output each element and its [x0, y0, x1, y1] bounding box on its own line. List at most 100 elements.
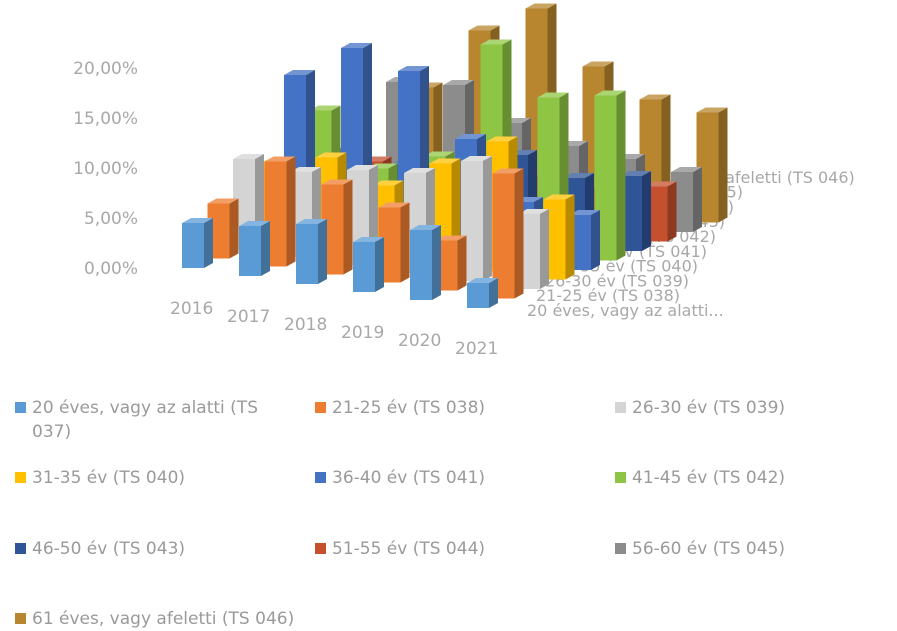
legend-swatch-ts041 — [315, 472, 326, 483]
y-tick-label: 5,00% — [84, 209, 138, 229]
bar-top-face — [639, 94, 671, 100]
bar-top-face — [398, 66, 429, 71]
bar-top-face — [525, 3, 557, 9]
bar-front-face — [353, 242, 375, 292]
bar-side-face — [565, 194, 575, 280]
chart-plot: 0,00% 5,00% 10,00% 15,00% 20,00% 2016 2017 2018… — [73, 3, 855, 359]
legend-label-ts046: 61 éves, vagy afeletti (TS 046) — [32, 609, 295, 629]
bar-top-face — [461, 156, 492, 161]
bar-side-face — [229, 198, 239, 259]
bar-side-face — [693, 167, 702, 232]
legend-swatch-ts043 — [15, 543, 26, 554]
legend-item-ts037: 20 éves, vagy az alatti (TS 037) — [15, 396, 285, 444]
legend-label-ts043: 46-50 év (TS 043) — [32, 539, 186, 559]
x-tick-label: 2019 — [341, 323, 384, 343]
bar-side-face — [457, 235, 467, 291]
bar-top-face — [321, 179, 353, 185]
bar-top-face — [435, 235, 467, 241]
bar-side-face — [489, 278, 498, 308]
legend-item-ts045: 56-60 év (TS 045) — [615, 537, 885, 561]
bar-top-face — [671, 167, 702, 172]
x-tick-label: 2021 — [455, 339, 498, 359]
bar-top-face — [569, 210, 600, 215]
bar-top-face — [563, 173, 594, 178]
legend-swatch-ts042 — [615, 472, 626, 483]
bar-top-face — [468, 25, 500, 31]
bar-top-face — [492, 168, 524, 174]
legend-swatch-ts046 — [15, 613, 26, 624]
bar-side-face — [432, 225, 441, 300]
legend-swatch-ts045 — [615, 543, 626, 554]
bar-side-face — [642, 171, 651, 251]
bar-top-face — [455, 134, 486, 139]
x-tick-label: 2016 — [170, 299, 213, 319]
bar — [182, 218, 213, 268]
bar-side-face — [204, 218, 213, 268]
bar — [296, 219, 327, 284]
bar-front-face — [410, 230, 432, 300]
bar-front-face — [492, 173, 515, 299]
bar-front-face — [182, 223, 204, 268]
bar-top-face — [518, 209, 549, 214]
bar-top-face — [486, 136, 518, 142]
bar — [239, 221, 270, 276]
x-tick-label: 2017 — [227, 307, 270, 327]
bar — [410, 225, 441, 300]
y-tick-label: 10,00% — [73, 159, 138, 179]
bar-top-face — [537, 92, 569, 98]
legend-item-ts044: 51-55 év (TS 044) — [315, 537, 575, 561]
bar-top-face — [239, 221, 270, 226]
bar-top-face — [284, 70, 315, 75]
bar-top-face — [543, 194, 575, 200]
bar-front-face — [239, 226, 261, 276]
bar-side-face — [261, 221, 270, 276]
bar-front-face — [296, 224, 318, 284]
depth-axis-label: 26-30 év (TS 039) — [545, 271, 689, 290]
bar-top-face — [296, 219, 327, 224]
bar-top-face — [620, 171, 651, 176]
bar-top-face — [372, 180, 404, 186]
legend-item-ts046: 61 éves, vagy afeletti (TS 046) — [15, 607, 335, 631]
legend-label-ts044: 51-55 év (TS 044) — [332, 539, 486, 559]
bar-side-face — [375, 237, 384, 292]
y-tick-label: 20,00% — [73, 59, 138, 79]
depth-axis-label: 20 éves, vagy az alatti... — [527, 301, 724, 320]
legend-swatch-ts040 — [15, 472, 26, 483]
bar-top-face — [404, 168, 435, 173]
bar-top-face — [353, 237, 384, 242]
bar-side-face — [318, 219, 327, 284]
legend-swatch-ts038 — [315, 402, 326, 413]
legend-label-ts040: 31-35 év (TS 040) — [32, 468, 186, 488]
y-tick-label: 15,00% — [73, 109, 138, 129]
bar-top-face — [264, 156, 296, 162]
bar-side-face — [514, 168, 524, 299]
bar-top-face — [443, 80, 474, 85]
bar-side-face — [667, 181, 677, 242]
bar-top-face — [309, 105, 341, 111]
bar — [353, 237, 384, 292]
bar-front-face — [467, 283, 489, 308]
bar-top-face — [233, 154, 264, 159]
bar-top-face — [207, 198, 239, 204]
bar — [492, 168, 524, 299]
bar-side-face — [718, 107, 728, 223]
bar — [467, 278, 498, 308]
bar-side-face — [400, 202, 410, 283]
legend-swatch-ts037 — [15, 402, 26, 413]
legend-label-ts041: 36-40 év (TS 041) — [332, 468, 486, 488]
legend-item-ts038: 21-25 év (TS 038) — [315, 396, 575, 420]
bar-top-face — [696, 107, 728, 113]
bar-top-face — [378, 202, 410, 208]
x-tick-label: 2020 — [398, 331, 441, 351]
bar-side-face — [343, 179, 353, 275]
bar-side-face — [286, 156, 296, 267]
bar-top-face — [290, 167, 321, 172]
bar-top-face — [467, 278, 498, 283]
bar-top-face — [594, 90, 626, 96]
legend-swatch-ts044 — [315, 543, 326, 554]
bar-side-face — [616, 90, 626, 261]
legend-label-ts038: 21-25 év (TS 038) — [332, 398, 486, 418]
bar-side-face — [591, 210, 600, 270]
legend-label-ts039: 26-30 év (TS 039) — [632, 398, 786, 418]
